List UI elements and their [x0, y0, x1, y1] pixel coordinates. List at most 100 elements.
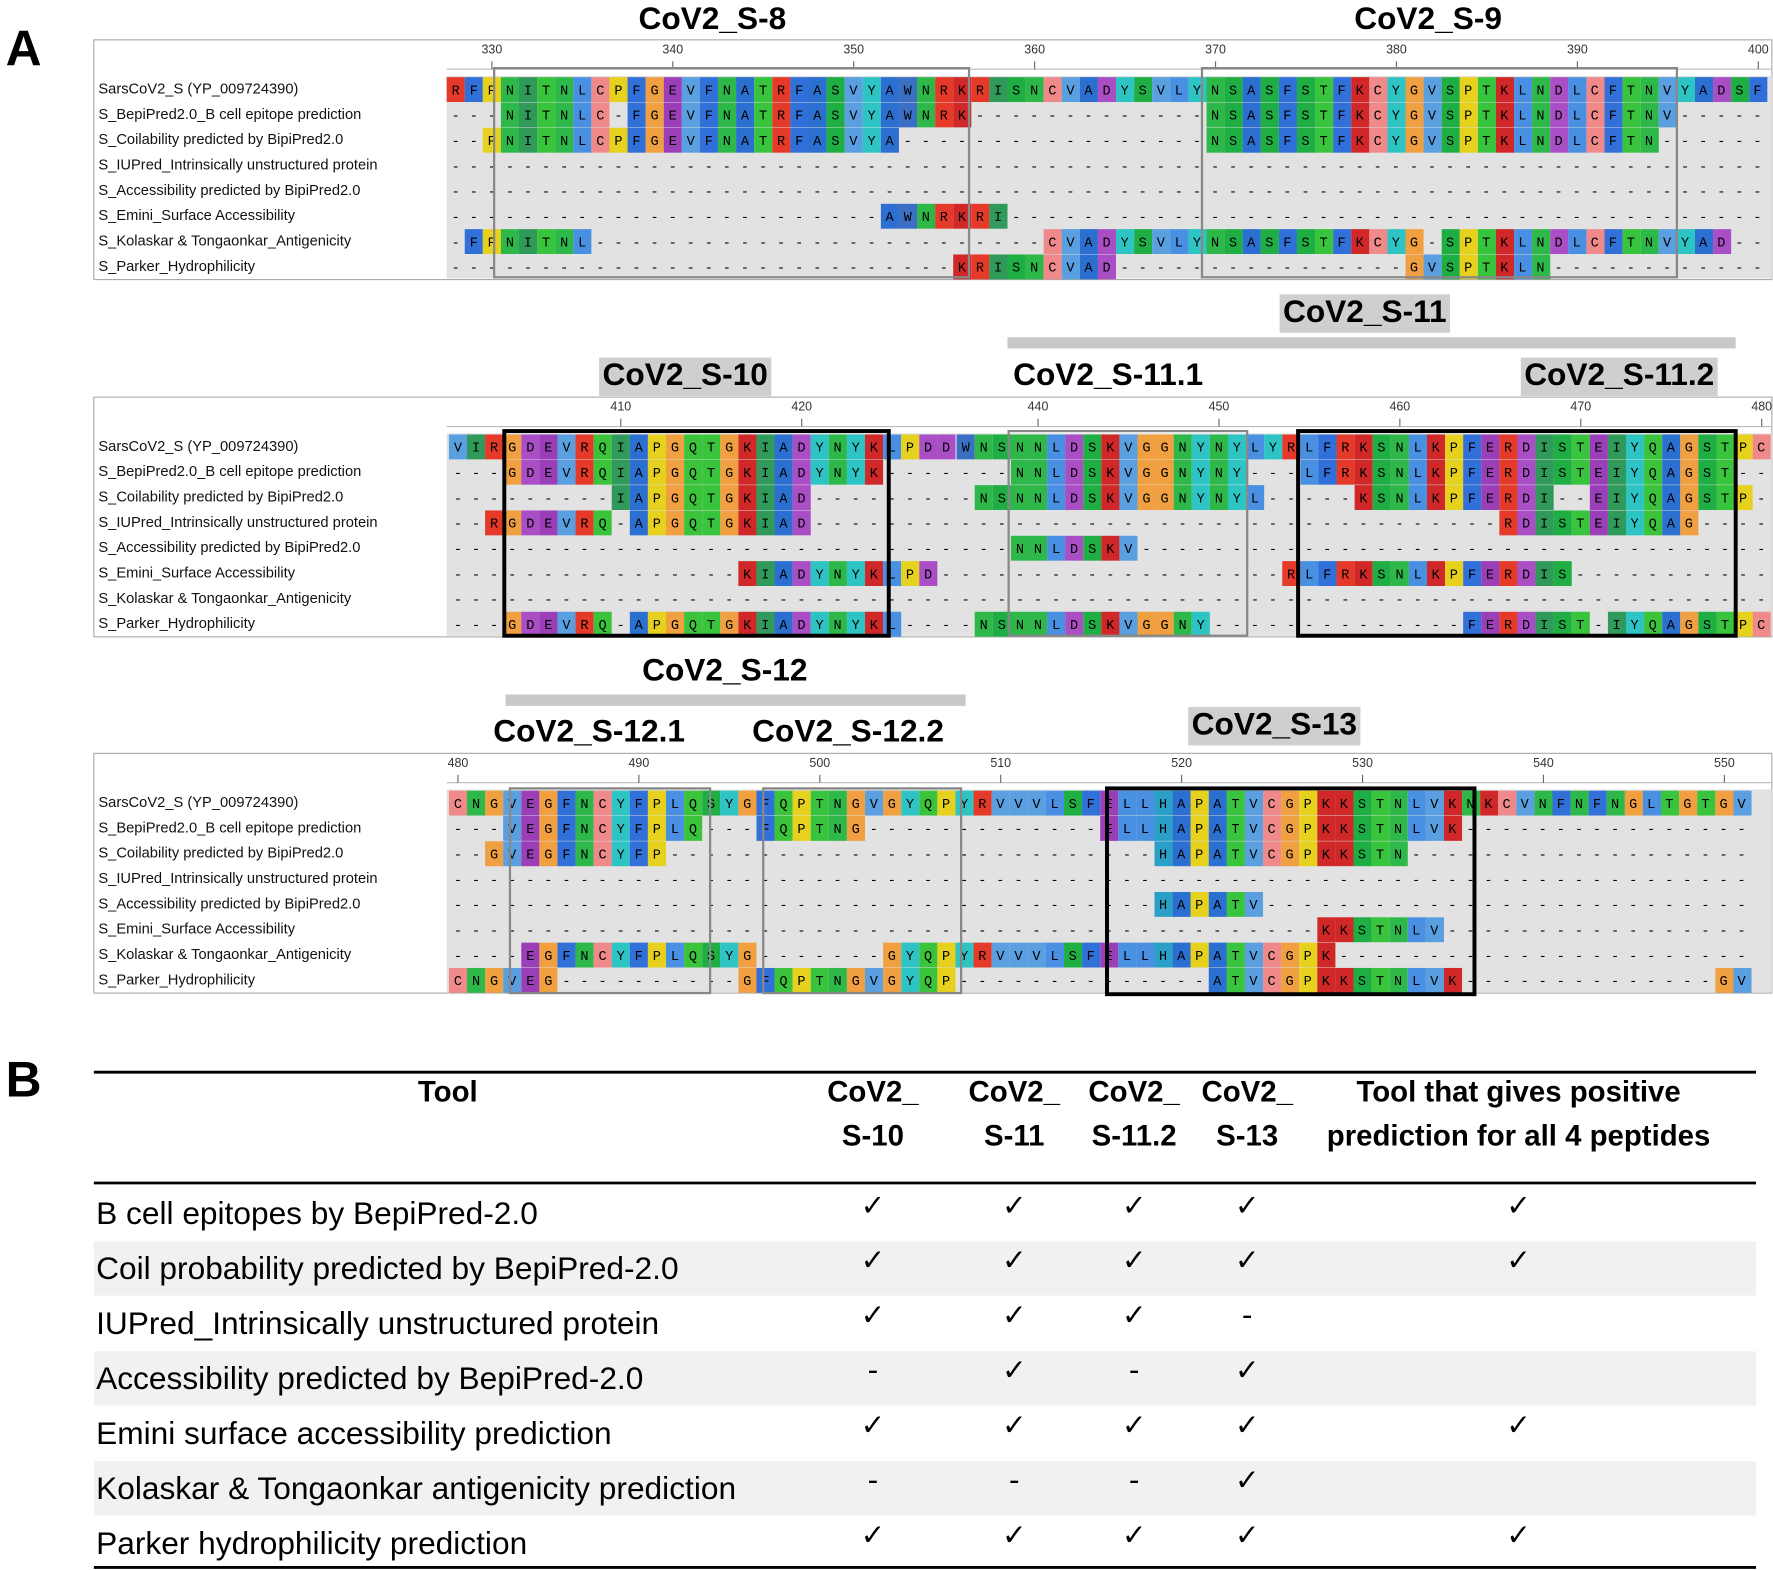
residue-cell: [880, 127, 899, 153]
residue-cell: [1065, 535, 1084, 561]
residue-cell: [1208, 942, 1227, 968]
residue-cell: [1010, 459, 1029, 485]
residue-cell: [1445, 459, 1464, 485]
residue-cell: [1282, 434, 1301, 460]
residue-cell: [1463, 459, 1482, 485]
residue-cell: [539, 510, 558, 536]
residue-cell: [1550, 229, 1569, 255]
ruler-label: 420: [791, 400, 812, 414]
table-cell: ✓: [861, 1518, 886, 1552]
residue-cell: [1101, 535, 1120, 561]
residue-cell: [956, 434, 975, 460]
header-cell: CoV2_: [1088, 1075, 1180, 1108]
residue-cell: [865, 790, 884, 816]
residue-cell: [1445, 434, 1464, 460]
residue-cell: [1752, 434, 1771, 460]
row-header: Parker hydrophilicity prediction: [96, 1525, 527, 1561]
residue-cell: [555, 127, 574, 153]
residue-cell: [575, 434, 594, 460]
residue-cell: [1206, 102, 1225, 128]
residue-cell: [521, 611, 540, 637]
residue-cell: [591, 127, 610, 153]
residue-cell: [1172, 942, 1191, 968]
residue-cell: [810, 459, 829, 485]
row-label: S_Parker_Hydrophilicity: [98, 259, 255, 275]
residue-cell: [1459, 229, 1478, 255]
residue-cell: [1137, 485, 1156, 511]
sequence: -FPNITNL-------------------------CVADYSV…: [452, 236, 1772, 251]
residue-cell: [1025, 254, 1044, 280]
residue-cell: [1390, 434, 1409, 460]
residue-cell: [1662, 510, 1681, 536]
residue-cell: [865, 967, 884, 993]
residue-cell: [1680, 434, 1699, 460]
table-cell: -: [868, 1353, 879, 1387]
epitope-box: [1105, 786, 1477, 997]
residue-cell: [1154, 891, 1173, 917]
residue-cell: [792, 815, 811, 841]
residue-cell: [1278, 102, 1297, 128]
residue-cell: [1010, 611, 1029, 637]
residue-cell: [1152, 77, 1171, 103]
residue-cell: [810, 790, 829, 816]
residue-cell: [1299, 942, 1318, 968]
residue-cell: [645, 102, 664, 128]
sequence: ------------------RLFRKSNLKPFERDIS------…: [962, 568, 1773, 583]
residue-cell: [1101, 459, 1120, 485]
residue-cell: [754, 77, 773, 103]
residue-cell: [1662, 485, 1681, 511]
residue-cell: [1246, 434, 1265, 460]
residue-cell: [1443, 967, 1463, 993]
residue-cell: [1680, 459, 1699, 485]
residue-cell: [865, 561, 884, 586]
residue-cell: [1101, 611, 1120, 637]
residue-cell: [1191, 459, 1210, 485]
residue-cell: [539, 790, 558, 816]
residue-cell: [774, 510, 793, 536]
residue-cell: [1137, 459, 1156, 485]
annotation-bg: [1520, 357, 1718, 397]
residue-cell: [880, 77, 899, 103]
residue-cell: [1390, 459, 1409, 485]
residue-cell: [1244, 967, 1264, 993]
residue-cell: [1315, 127, 1334, 153]
residue-cell: [1499, 510, 1518, 536]
header-cell: S-13: [1216, 1120, 1278, 1153]
sequence: CNGVEG----------GFQPTNGVGYQP------------…: [454, 975, 1756, 990]
residue-cell: [1226, 967, 1245, 993]
residue-cell: [684, 459, 703, 485]
residue-cell: [702, 459, 721, 485]
residue-cell: [1296, 229, 1316, 255]
residue-cell: [1137, 611, 1156, 637]
sequence: ----------------------------------------…: [454, 874, 1756, 889]
residue-cell: [555, 229, 574, 255]
residue-cell: [1079, 229, 1098, 255]
residue-cell: [1644, 510, 1663, 536]
residue-cell: [1119, 459, 1138, 485]
residue-cell: [1172, 815, 1191, 841]
residue-cell: [846, 561, 866, 586]
residue-cell: [1354, 434, 1373, 460]
residue-cell: [1152, 229, 1171, 255]
residue-cell: [1588, 790, 1607, 816]
residue-cell: [1698, 611, 1717, 637]
residue-cell: [557, 434, 576, 460]
residue-cell: [720, 510, 739, 536]
residue-cell: [1463, 485, 1482, 511]
residue-cell: [1607, 510, 1627, 536]
residue-cell: [1191, 485, 1210, 511]
annotation: CoV2_S-9: [1354, 0, 1502, 36]
residue-cell: [629, 611, 648, 637]
residue-cell: [774, 967, 793, 993]
table-cell: ✓: [1002, 1188, 1027, 1222]
residue-cell: [1061, 77, 1080, 103]
residue-cell: [1299, 967, 1318, 993]
residue-cell: [883, 942, 902, 968]
residue-cell: [1405, 229, 1424, 255]
annotation-bg: [1188, 706, 1361, 746]
residue-cell: [1499, 459, 1518, 485]
residue-cell: [1170, 77, 1189, 103]
residue-cell: [736, 127, 755, 153]
residue-cell: [1083, 485, 1102, 511]
